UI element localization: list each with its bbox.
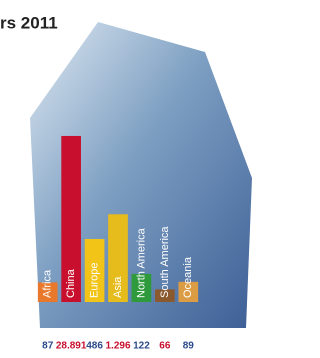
chart: rs 2011 Africa 87 China 28.891 Europe 486 Asia…	[0, 0, 266, 358]
category-label: Oceania	[182, 256, 194, 298]
chart-title: rs 2011	[0, 13, 58, 32]
category-label: South America	[159, 226, 171, 298]
value-label: 28.891	[56, 341, 87, 352]
category-label: Africa	[42, 269, 54, 298]
category-label: Europe	[88, 263, 100, 298]
value-label: 1.296	[105, 341, 130, 352]
category-label: China	[65, 268, 77, 298]
value-label: 122	[133, 341, 150, 352]
value-label: 486	[86, 341, 103, 352]
value-label: 66	[159, 341, 171, 352]
value-label: 89	[183, 341, 195, 352]
category-label: North America	[135, 227, 147, 298]
category-label: Asia	[112, 276, 124, 298]
value-label: 87	[42, 341, 54, 352]
